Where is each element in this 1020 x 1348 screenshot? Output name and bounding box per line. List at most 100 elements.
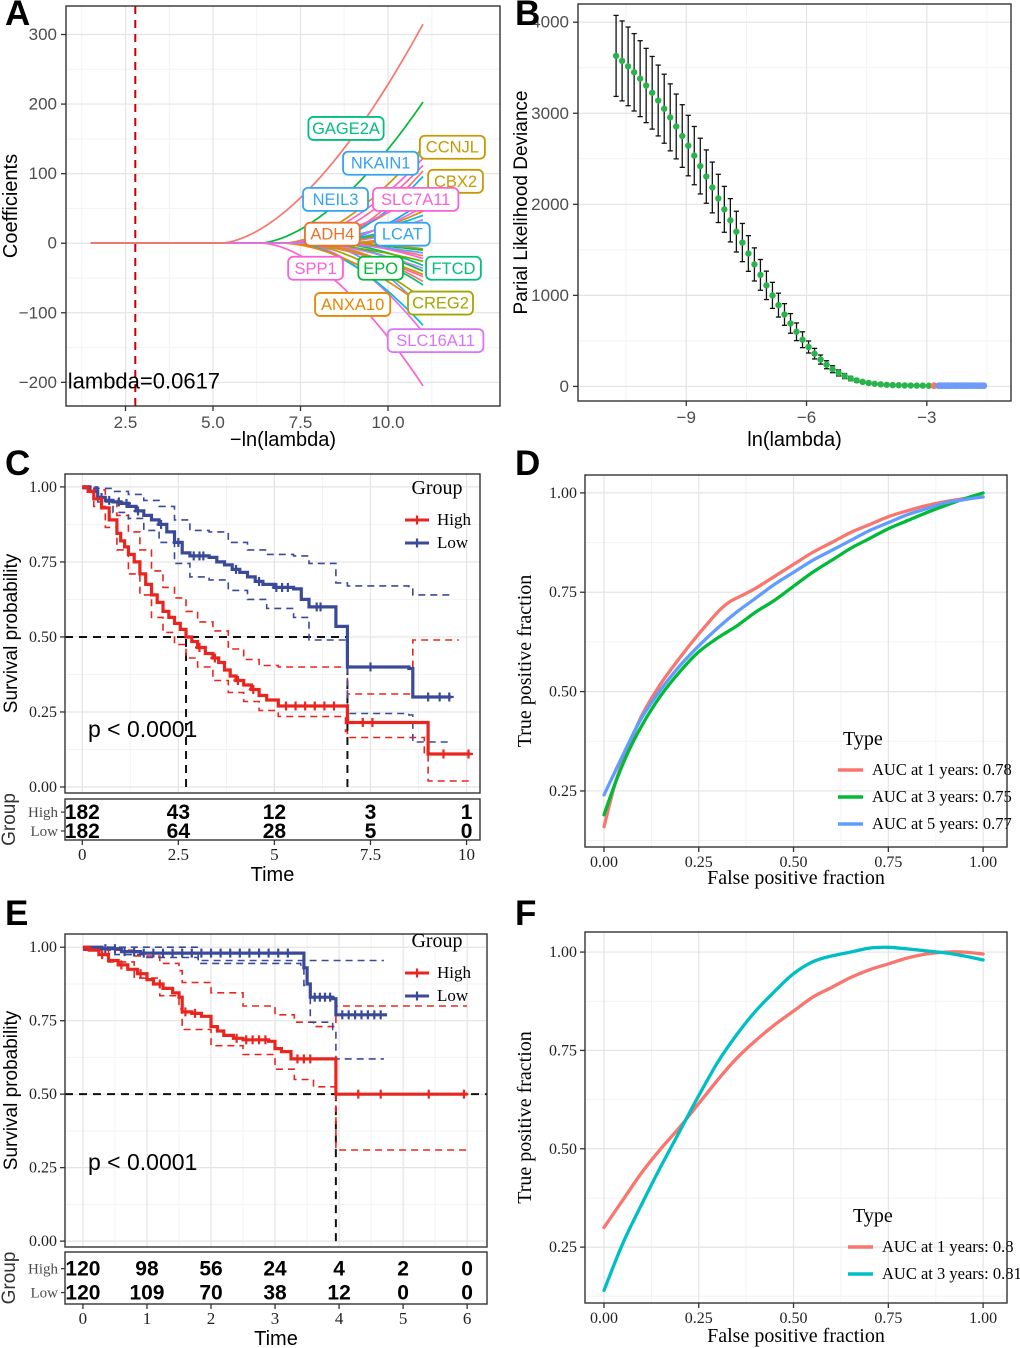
svg-text:Group: Group — [411, 477, 462, 499]
svg-text:0.25: 0.25 — [29, 704, 57, 721]
svg-text:SLC16A11: SLC16A11 — [396, 332, 475, 350]
svg-text:182: 182 — [65, 801, 100, 824]
svg-text:CREG2: CREG2 — [412, 295, 469, 313]
svg-text:AUC at 5 years: 0.77: AUC at 5 years: 0.77 — [872, 814, 1012, 833]
svg-text:12: 12 — [263, 801, 286, 824]
svg-text:Survival probability: Survival probability — [1, 553, 22, 713]
svg-text:EPO: EPO — [363, 260, 398, 278]
svg-text:182: 182 — [65, 820, 100, 843]
svg-text:ADH4: ADH4 — [310, 226, 354, 244]
svg-text:1.00: 1.00 — [969, 854, 997, 871]
panel-d-chart: Type AUC at 1 years: 0.78 AUC at 3 years: … — [514, 474, 1012, 889]
svg-text:High: High — [28, 805, 59, 821]
svg-text:Low: Low — [31, 1286, 59, 1302]
svg-text:FTCD: FTCD — [431, 260, 475, 278]
svg-text:ANXA10: ANXA10 — [321, 296, 384, 314]
svg-text:0.50: 0.50 — [549, 684, 577, 701]
svg-text:120: 120 — [65, 1258, 100, 1281]
svg-text:0.75: 0.75 — [29, 1013, 57, 1030]
panel-a-letter: A — [5, 0, 31, 33]
svg-text:AUC at 3 years: 0.81: AUC at 3 years: 0.81 — [882, 1264, 1020, 1283]
svg-text:5: 5 — [270, 845, 279, 864]
svg-text:High: High — [437, 510, 472, 529]
svg-text:5.0: 5.0 — [201, 413, 225, 432]
svg-text:0.50: 0.50 — [29, 1086, 57, 1103]
svg-text:200: 200 — [29, 95, 57, 114]
svg-text:False positive fraction: False positive fraction — [707, 867, 885, 889]
panel-b-letter: B — [515, 0, 541, 33]
svg-text:0.25: 0.25 — [685, 1310, 713, 1327]
svg-text:24: 24 — [263, 1258, 287, 1281]
svg-text:False positive fraction: False positive fraction — [707, 1325, 885, 1347]
svg-text:CCNJL: CCNJL — [426, 139, 479, 157]
svg-text:−9: −9 — [677, 408, 696, 427]
svg-text:SPP1: SPP1 — [294, 260, 336, 278]
panel-f-chart: Type AUC at 1 years: 0.8 AUC at 3 years: 0… — [514, 931, 1020, 1347]
svg-text:Group: Group — [411, 930, 462, 952]
svg-text:4: 4 — [333, 1258, 345, 1281]
svg-text:Group: Group — [0, 1252, 20, 1305]
svg-text:0.50: 0.50 — [29, 629, 57, 646]
svg-text:True positive fraction: True positive fraction — [514, 1031, 536, 1204]
svg-text:SLC7A11: SLC7A11 — [381, 191, 450, 209]
svg-text:0.25: 0.25 — [549, 1239, 577, 1256]
svg-text:AUC at 1 years: 0.8: AUC at 1 years: 0.8 — [882, 1237, 1014, 1256]
svg-text:0: 0 — [461, 1258, 473, 1281]
svg-text:300: 300 — [29, 25, 57, 44]
svg-text:CBX2: CBX2 — [434, 173, 477, 191]
svg-text:109: 109 — [129, 1282, 164, 1305]
svg-text:3000: 3000 — [531, 104, 569, 123]
svg-text:p < 0.0001: p < 0.0001 — [88, 1149, 197, 1175]
svg-text:1.00: 1.00 — [549, 485, 577, 502]
svg-text:−3: −3 — [917, 408, 936, 427]
svg-text:5: 5 — [365, 820, 377, 843]
panel-b: B −9 −6 −3 0 1000 2000 3000 4000 ln(lambda) Paria… — [510, 0, 1020, 450]
svg-text:4: 4 — [335, 1309, 344, 1328]
svg-text:0: 0 — [78, 845, 87, 864]
panel-c-chart: p < 0.0001 Group High Low 0.00 0.25 0.50 0.75 1.… — [0, 473, 481, 886]
svg-text:100: 100 — [29, 164, 57, 183]
panel-f: F Type AUC at 1 years: 0.8 AUC at 3 years:… — [510, 894, 1020, 1348]
svg-text:1.00: 1.00 — [29, 479, 57, 496]
svg-text:lambda=0.0617: lambda=0.0617 — [68, 368, 220, 393]
svg-text:Survival probability: Survival probability — [1, 1010, 22, 1170]
svg-text:Low: Low — [437, 986, 469, 1005]
svg-text:p < 0.0001: p < 0.0001 — [88, 716, 197, 742]
svg-text:1: 1 — [461, 801, 473, 824]
svg-text:True positive fraction: True positive fraction — [514, 575, 536, 748]
panel-d-letter: D — [515, 444, 541, 483]
svg-text:0.25: 0.25 — [685, 854, 713, 871]
svg-text:LCAT: LCAT — [382, 226, 423, 244]
svg-text:2000: 2000 — [531, 195, 569, 214]
svg-text:0: 0 — [560, 377, 569, 396]
svg-text:3: 3 — [271, 1309, 280, 1328]
svg-text:12: 12 — [327, 1282, 350, 1305]
svg-text:10: 10 — [458, 845, 475, 864]
svg-text:GAGE2A: GAGE2A — [312, 120, 380, 138]
panel-e: E p < 0.0001 Group High Low 0.00 0.25 0.50 0.75… — [0, 894, 510, 1348]
svg-text:0: 0 — [397, 1282, 409, 1305]
svg-text:43: 43 — [167, 801, 190, 824]
panel-c-letter: C — [5, 444, 31, 483]
svg-text:1: 1 — [143, 1309, 152, 1328]
svg-text:Time: Time — [251, 864, 295, 886]
svg-text:AUC at 1 years: 0.78: AUC at 1 years: 0.78 — [872, 760, 1012, 779]
svg-text:0.50: 0.50 — [549, 1141, 577, 1158]
svg-text:1000: 1000 — [531, 286, 569, 305]
svg-text:10.0: 10.0 — [371, 413, 404, 432]
svg-text:ln(lambda): ln(lambda) — [747, 429, 841, 450]
svg-text:0: 0 — [461, 820, 473, 843]
svg-text:98: 98 — [135, 1258, 159, 1281]
svg-text:NEIL3: NEIL3 — [313, 191, 359, 209]
svg-text:64: 64 — [167, 820, 191, 843]
svg-text:120: 120 — [65, 1282, 100, 1305]
svg-text:−100: −100 — [19, 303, 57, 322]
svg-text:0.50: 0.50 — [780, 1310, 808, 1327]
svg-text:7.5: 7.5 — [360, 845, 381, 864]
svg-text:6: 6 — [463, 1309, 472, 1328]
svg-text:0: 0 — [79, 1309, 88, 1328]
svg-text:−6: −6 — [797, 408, 816, 427]
svg-text:AUC at 3 years: 0.75: AUC at 3 years: 0.75 — [872, 787, 1012, 806]
svg-text:4000: 4000 — [531, 13, 569, 32]
svg-text:Parial Likelihood Deviance: Parial Likelihood Deviance — [511, 91, 532, 315]
